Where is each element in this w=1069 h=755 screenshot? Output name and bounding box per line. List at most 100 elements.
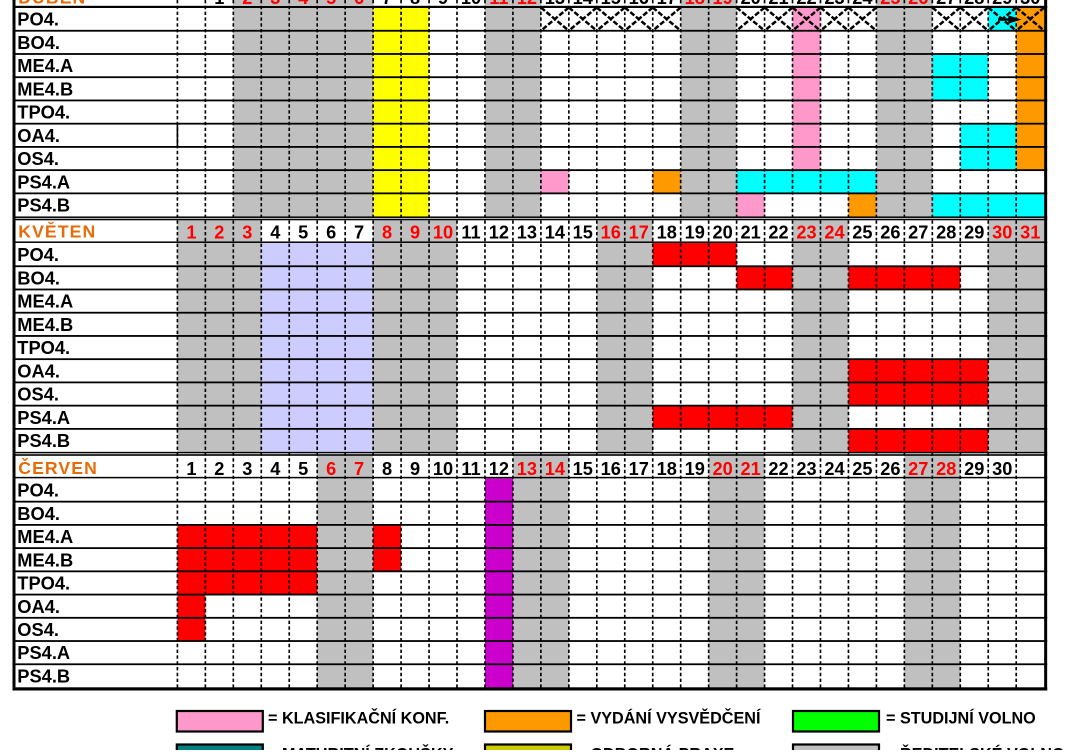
svg-text:10: 10 <box>461 0 481 8</box>
svg-text:5: 5 <box>298 459 308 479</box>
svg-text:PS4.B: PS4.B <box>17 665 70 686</box>
svg-text:22: 22 <box>796 0 816 8</box>
svg-text:19: 19 <box>712 0 732 8</box>
svg-text:25: 25 <box>880 0 900 8</box>
svg-text:8: 8 <box>410 0 420 8</box>
svg-text:20: 20 <box>712 222 732 242</box>
svg-text:30: 30 <box>992 459 1012 479</box>
svg-text:28: 28 <box>936 222 956 242</box>
svg-text:16: 16 <box>601 222 621 242</box>
svg-text:27: 27 <box>908 459 928 479</box>
svg-text:21: 21 <box>740 222 760 242</box>
svg-text:2: 2 <box>242 0 252 8</box>
svg-text:OA4.: OA4. <box>17 125 60 146</box>
svg-text:PO4.: PO4. <box>17 9 59 30</box>
svg-text:7: 7 <box>382 0 392 8</box>
svg-text:14: 14 <box>545 459 566 479</box>
svg-text:23: 23 <box>796 459 816 479</box>
svg-text:PS4.B: PS4.B <box>17 430 70 451</box>
svg-text:= MATURITNÍ ZKOUŠKY: = MATURITNÍ ZKOUŠKY <box>268 745 454 750</box>
svg-text:OA4.: OA4. <box>17 360 60 381</box>
svg-text:4: 4 <box>270 222 281 242</box>
svg-text:27: 27 <box>908 222 928 242</box>
svg-text:16: 16 <box>629 0 649 8</box>
svg-text:6: 6 <box>326 459 336 479</box>
svg-text:18: 18 <box>657 459 677 479</box>
svg-text:17: 17 <box>629 459 649 479</box>
svg-text:10: 10 <box>433 222 453 242</box>
svg-text:26: 26 <box>880 222 900 242</box>
svg-text:6: 6 <box>354 0 364 8</box>
svg-text:ME4.B: ME4.B <box>17 549 73 570</box>
svg-text:PS4.B: PS4.B <box>17 195 70 216</box>
svg-text:= VYDÁNÍ VYSVĚDČENÍ: = VYDÁNÍ VYSVĚDČENÍ <box>577 709 761 728</box>
svg-text:18: 18 <box>685 0 705 8</box>
svg-text:1: 1 <box>186 459 196 479</box>
svg-text:11: 11 <box>461 222 480 242</box>
svg-text:PS4.A: PS4.A <box>17 171 70 192</box>
svg-text:9: 9 <box>410 459 420 479</box>
svg-text:8: 8 <box>382 222 392 242</box>
svg-text:5: 5 <box>298 222 308 242</box>
svg-text:8: 8 <box>382 459 392 479</box>
svg-text:12: 12 <box>489 459 509 479</box>
svg-text:15: 15 <box>601 0 621 8</box>
svg-text:PO4.: PO4. <box>17 480 59 501</box>
svg-text:26: 26 <box>908 0 928 8</box>
svg-text:29: 29 <box>964 222 984 242</box>
svg-text:21: 21 <box>740 459 760 479</box>
svg-text:13: 13 <box>517 459 537 479</box>
svg-text:23: 23 <box>796 222 816 242</box>
svg-text:ME4.B: ME4.B <box>17 78 73 99</box>
svg-text:13: 13 <box>517 222 537 242</box>
svg-text:17: 17 <box>657 0 677 8</box>
svg-text:OA4.: OA4. <box>17 596 60 617</box>
svg-text:TPO4.: TPO4. <box>17 102 70 123</box>
svg-text:5: 5 <box>326 0 336 8</box>
svg-text:KVĚTEN: KVĚTEN <box>18 220 96 241</box>
svg-text:PO4.: PO4. <box>17 244 59 265</box>
svg-text:26: 26 <box>880 459 900 479</box>
svg-text:2: 2 <box>214 222 224 242</box>
svg-text:15: 15 <box>573 222 593 242</box>
svg-text:PS4.A: PS4.A <box>17 407 70 428</box>
svg-text:3: 3 <box>270 0 280 8</box>
svg-text:4: 4 <box>270 459 281 479</box>
svg-text:4: 4 <box>298 0 309 8</box>
svg-text:22: 22 <box>768 222 788 242</box>
svg-text:14: 14 <box>573 0 594 8</box>
svg-text:9: 9 <box>438 0 448 8</box>
svg-text:25: 25 <box>852 222 872 242</box>
svg-text:PS4.A: PS4.A <box>17 642 70 663</box>
svg-text:ME4.A: ME4.A <box>17 55 73 76</box>
svg-text:30: 30 <box>992 222 1012 242</box>
svg-text:2: 2 <box>214 459 224 479</box>
svg-text:24: 24 <box>824 222 845 242</box>
svg-text:= STUDIJNÍ VOLNO: = STUDIJNÍ VOLNO <box>886 709 1036 728</box>
svg-text:10: 10 <box>433 459 453 479</box>
svg-text:17: 17 <box>629 222 649 242</box>
svg-text:3: 3 <box>242 459 252 479</box>
svg-text:22: 22 <box>768 459 788 479</box>
svg-text:21: 21 <box>768 0 788 8</box>
svg-text:= ŘEDITELSKÉ VOLNO: = ŘEDITELSKÉ VOLNO <box>886 745 1065 750</box>
svg-text:24: 24 <box>852 0 873 8</box>
svg-text:13: 13 <box>545 0 565 8</box>
svg-text:3: 3 <box>242 222 252 242</box>
svg-text:ME4.A: ME4.A <box>17 291 73 312</box>
svg-text:= ODBORNÁ PRAXE: = ODBORNÁ PRAXE <box>577 745 735 750</box>
svg-text:BO4.: BO4. <box>17 32 60 53</box>
svg-text:29: 29 <box>964 459 984 479</box>
svg-text:28: 28 <box>964 0 984 8</box>
svg-text:7: 7 <box>354 222 364 242</box>
svg-text:BO4.: BO4. <box>17 267 60 288</box>
svg-text:24: 24 <box>824 459 845 479</box>
svg-text:12: 12 <box>517 0 537 8</box>
svg-text:DUBEN: DUBEN <box>18 0 86 8</box>
svg-text:OS4.: OS4. <box>17 148 59 169</box>
svg-text:6: 6 <box>326 222 336 242</box>
svg-text:23: 23 <box>824 0 844 8</box>
svg-text:19: 19 <box>685 459 705 479</box>
svg-text:31: 31 <box>1020 222 1040 242</box>
svg-text:BO4.: BO4. <box>17 503 60 524</box>
